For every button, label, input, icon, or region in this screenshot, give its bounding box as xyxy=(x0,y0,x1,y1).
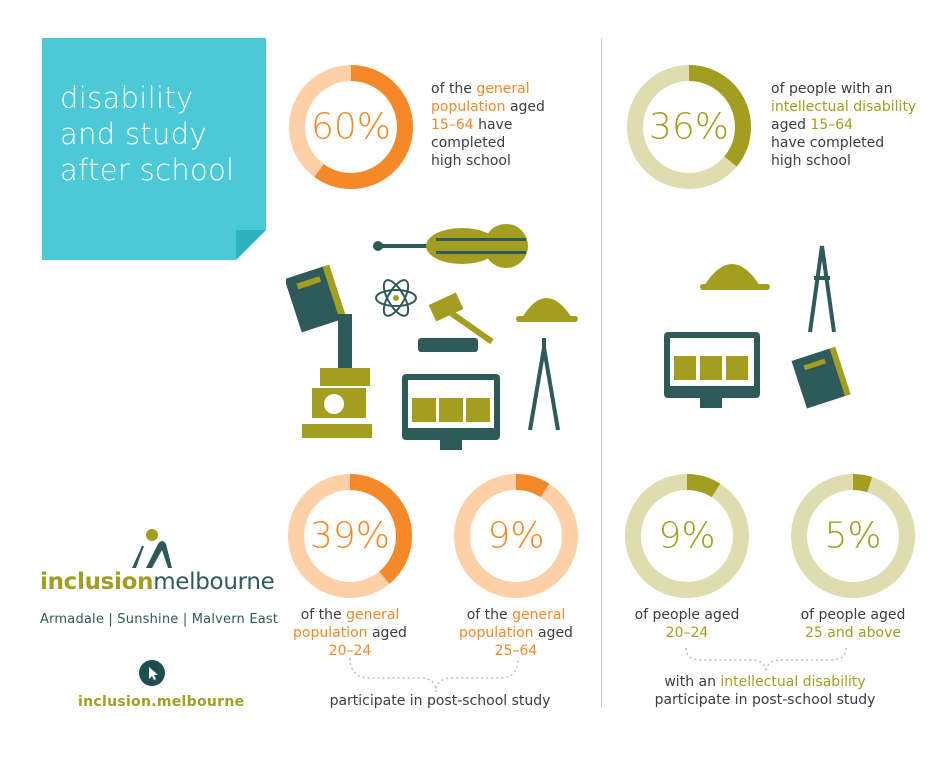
donut-fill xyxy=(627,65,751,189)
donut-id-20-24: 9% xyxy=(625,474,749,598)
illustration-left xyxy=(286,224,578,450)
compass-icon xyxy=(808,245,836,333)
website-link[interactable]: inclusion.melbourne xyxy=(78,694,245,710)
page-fold-icon xyxy=(236,230,266,260)
cursor-icon[interactable] xyxy=(139,660,165,686)
right-group-caption: with an intellectual disability particip… xyxy=(654,674,876,708)
stat-id-25-above: of people aged 25 and above xyxy=(800,607,906,641)
left-bracket xyxy=(349,657,519,693)
title-card: disability and study after school xyxy=(42,38,266,260)
stat-general-25-64: of the general population aged 25–64 xyxy=(459,607,573,659)
stat-id-20-24: of people aged 20–24 xyxy=(634,607,740,641)
atom-icon xyxy=(375,279,417,317)
donut-general-high-school: 60% xyxy=(289,65,413,189)
book-icon xyxy=(286,264,347,333)
percent-label: 36% xyxy=(648,106,729,148)
gavel-icon xyxy=(418,292,494,352)
donut-general-20-24: 39% xyxy=(288,474,412,598)
illustration-right xyxy=(664,245,851,409)
logo-wordmark: inclusionmelbourne xyxy=(40,569,275,595)
percent-label: 9% xyxy=(658,515,716,557)
donut-fill xyxy=(791,474,915,598)
donut-fill xyxy=(454,474,578,598)
stat-general-high-school: of the general population aged 15–64 hav… xyxy=(431,81,545,169)
inclusion-logo-mark-icon xyxy=(132,529,172,568)
percent-label: 9% xyxy=(487,515,545,557)
monitor-icon xyxy=(664,332,760,408)
page-title: disability and study after school xyxy=(60,81,235,187)
percent-label: 5% xyxy=(824,515,882,557)
column-divider xyxy=(601,38,602,708)
percent-label: 39% xyxy=(309,515,390,557)
hard-hat-icon xyxy=(516,298,578,322)
percent-label: 60% xyxy=(310,106,391,148)
monitor-icon xyxy=(402,374,500,450)
donut-id-25-above: 5% xyxy=(791,474,915,598)
donut-fill xyxy=(625,474,749,598)
donut-id-high-school: 36% xyxy=(627,65,751,189)
stat-general-20-24: of the general population aged 20–24 xyxy=(293,607,407,659)
compass-icon xyxy=(528,338,560,431)
donut-fill xyxy=(289,65,413,189)
hard-hat-icon xyxy=(700,264,770,290)
violin-icon xyxy=(373,224,528,268)
stat-id-high-school: of people with an intellectual disabilit… xyxy=(771,81,917,169)
right-bracket xyxy=(685,647,847,673)
left-group-caption: participate in post-school study xyxy=(329,693,551,709)
microscope-icon xyxy=(302,314,372,438)
donut-fill xyxy=(288,474,412,598)
donut-general-25-64: 9% xyxy=(454,474,578,598)
locations: Armadale | Sunshine | Malvern East xyxy=(40,612,279,627)
book-icon xyxy=(791,346,851,409)
